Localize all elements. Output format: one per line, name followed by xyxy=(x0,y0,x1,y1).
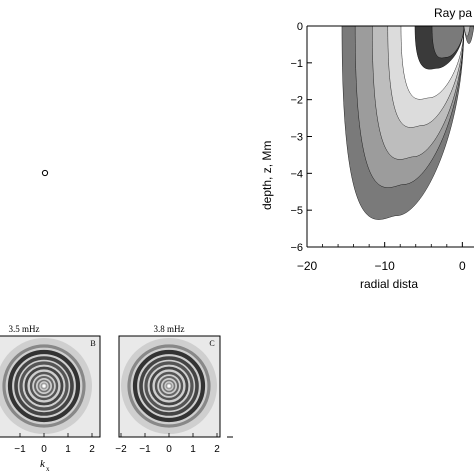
ring xyxy=(149,366,189,406)
ring xyxy=(34,376,54,396)
ring xyxy=(7,349,81,423)
ring xyxy=(37,379,51,393)
ray-x-label: radial dista xyxy=(360,277,418,291)
ring-center xyxy=(167,384,171,388)
kx-axis-subscript: x xyxy=(46,465,50,473)
ray-y-tick-label: −2 xyxy=(290,95,303,107)
ray-region xyxy=(431,26,465,59)
ray-y-tick-label: −3 xyxy=(290,132,303,144)
ring xyxy=(159,376,179,396)
panel-b-x-ticks: −1 0 1 2 xyxy=(14,433,95,455)
ray-x-ticks: −20 −10 0 xyxy=(297,242,466,273)
ray-y-tick-label: −1 xyxy=(290,58,303,70)
ring xyxy=(14,356,74,416)
ray-y-tick-label: −5 xyxy=(290,205,303,217)
panel-c: 3.8 mHz C −2 −1 0 1 2 xyxy=(115,324,233,455)
ray-y-ticks: 0 −1 −2 −3 −4 −5 −6 xyxy=(290,21,312,254)
circle-marker xyxy=(41,169,49,177)
panel-c-ring-image xyxy=(119,336,220,437)
ring xyxy=(40,382,48,390)
ring xyxy=(24,366,64,406)
panel-b: 3.5 mHz B −1 0 1 2 k x xyxy=(0,324,101,473)
ring-center xyxy=(42,384,46,388)
panel-c-x-tick-label: 1 xyxy=(190,444,196,455)
ring xyxy=(19,361,69,411)
panel-b-x-tick-label: 2 xyxy=(89,444,95,455)
ray-x-tick-label: 0 xyxy=(459,259,466,273)
panel-c-x-tick-label: −2 xyxy=(115,444,127,455)
ring xyxy=(162,379,176,393)
ray-y-tick-label: −4 xyxy=(290,168,303,180)
ray-path-plot: 0 −1 −2 −3 −4 −5 −6 −20 −10 0 Ray pa depth, z, M… xyxy=(260,6,474,291)
panel-b-x-tick-label: 0 xyxy=(41,444,47,455)
panel-c-x-ticks: −2 −1 0 1 2 xyxy=(115,433,220,455)
ring xyxy=(2,344,86,428)
panel-c-x-tick-label: −1 xyxy=(139,444,151,455)
ray-y-tick-label: 0 xyxy=(297,21,303,33)
ray-y-tick-label: −6 xyxy=(290,242,303,254)
ring xyxy=(139,356,199,416)
panel-b-ring-image xyxy=(0,336,100,437)
ring xyxy=(132,349,206,423)
ray-regions xyxy=(341,26,474,220)
panel-c-x-tick-label: 0 xyxy=(166,444,172,455)
panel-c-letter: C xyxy=(209,339,214,348)
panel-b-letter: B xyxy=(90,339,95,348)
ray-x-tick-label: −20 xyxy=(297,259,318,273)
ray-y-label: depth, z, Mm xyxy=(260,141,274,210)
panel-b-frequency: 3.5 mHz xyxy=(9,324,40,334)
panel-b-frame xyxy=(0,335,101,438)
panel-c-frame xyxy=(118,335,221,438)
panel-b-x-tick-label: −1 xyxy=(14,444,26,455)
panel-b-x-tick-label: 1 xyxy=(65,444,71,455)
ring xyxy=(127,344,211,428)
ray-plot-title: Ray pa xyxy=(434,6,472,20)
kx-axis-label: k xyxy=(40,458,46,470)
ring xyxy=(29,371,59,401)
ring xyxy=(154,371,184,401)
panel-c-x-tick-label: 2 xyxy=(214,444,220,455)
panel-c-frequency: 3.8 mHz xyxy=(154,324,185,334)
ring xyxy=(165,382,173,390)
ray-x-tick-label: −10 xyxy=(374,259,395,273)
ring xyxy=(144,361,194,411)
